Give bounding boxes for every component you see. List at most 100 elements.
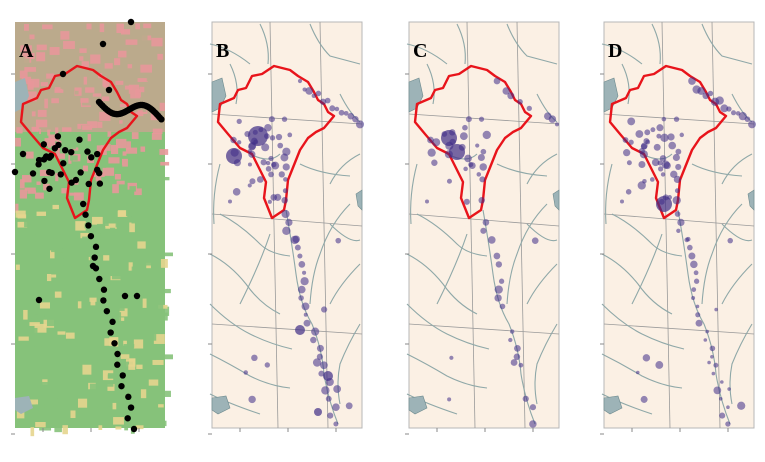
landcover-patch [87, 236, 98, 242]
sample-point [513, 353, 521, 361]
sample-point [705, 329, 709, 334]
landcover-patch [112, 402, 117, 410]
landcover-patch [97, 403, 109, 411]
landcover-patch [61, 188, 68, 194]
landcover-marker [57, 171, 64, 178]
sample-point [690, 260, 698, 269]
landcover-patch [92, 407, 101, 412]
sample-point [243, 370, 248, 375]
sample-point [325, 395, 332, 402]
sample-point [684, 237, 690, 243]
landcover-marker [85, 180, 92, 188]
sample-point [697, 87, 706, 95]
landcover-patch [104, 144, 111, 151]
sample-point [710, 355, 714, 359]
sample-point [355, 120, 365, 129]
sample-point [494, 294, 502, 302]
sample-point [677, 218, 685, 227]
landcover-patch [140, 232, 147, 241]
river-line [601, 353, 683, 389]
sample-point [311, 327, 320, 336]
landcover-patch [54, 341, 65, 346]
landcover-patch [30, 427, 35, 437]
landcover-patch [37, 258, 42, 267]
sample-point [251, 354, 258, 362]
landcover-patch [87, 134, 92, 142]
landcover-patch [97, 223, 105, 234]
sample-point [510, 359, 518, 366]
landcover-patch [100, 132, 112, 138]
landcover-marker [133, 292, 141, 300]
sample-point [247, 183, 252, 188]
sample-point [674, 211, 681, 217]
landcover-marker [35, 296, 43, 304]
landcover-marker [107, 329, 114, 336]
sample-point [463, 198, 470, 205]
landcover-patch [142, 143, 151, 153]
landcover-patch [86, 354, 98, 363]
landcover-patch [89, 341, 100, 350]
landcover-marker [124, 415, 131, 422]
sample-point [649, 177, 655, 182]
landcover-marker [92, 243, 100, 251]
landcover-patch [107, 374, 117, 379]
sample-point [300, 277, 309, 286]
landcover-patch [117, 394, 129, 402]
sample-point [268, 171, 274, 178]
river-line [209, 43, 251, 65]
landcover-patch [15, 264, 20, 270]
landcover-patch [95, 176, 102, 182]
landcover-patch [125, 209, 136, 217]
lake [747, 189, 755, 211]
landcover-patch [124, 422, 129, 431]
landcover-marker [40, 141, 48, 148]
sample-point [529, 404, 537, 411]
landcover-patch [50, 406, 54, 415]
landcover-patch [16, 410, 25, 419]
landcover-patch [152, 359, 164, 365]
sample-point [290, 235, 299, 245]
sample-point [248, 395, 256, 404]
sample-point [657, 160, 663, 166]
landcover-patch [117, 210, 128, 217]
landcover-patch [98, 425, 103, 430]
map-a-canvas [11, 18, 173, 437]
landcover-patch [109, 227, 116, 238]
landcover-patch [107, 417, 115, 425]
sample-point [672, 196, 681, 205]
landcover-marker [96, 180, 104, 187]
sample-point [659, 155, 667, 162]
sample-point [268, 155, 274, 162]
sample-point [625, 189, 632, 195]
river-line [339, 93, 361, 123]
sample-point [310, 336, 317, 344]
river-line [601, 253, 673, 315]
sample-point [447, 397, 452, 402]
sample-point [642, 354, 651, 362]
sample-point [660, 172, 666, 177]
landcover-patch [158, 404, 164, 408]
landcover-patch [99, 191, 107, 200]
sample-point [688, 252, 696, 260]
river-line [721, 153, 753, 185]
landcover-patch [126, 141, 131, 150]
sample-point [478, 116, 485, 122]
landcover-patch [27, 405, 39, 411]
landcover-patch [55, 347, 62, 352]
landcover-patch [29, 399, 39, 405]
sample-point-large [314, 408, 322, 416]
landcover-patch [66, 344, 75, 349]
landcover-patch [43, 183, 50, 191]
river-line [406, 303, 490, 350]
landcover-patch [112, 184, 119, 194]
landcover-patch [31, 314, 38, 319]
landcover-patch [160, 259, 168, 268]
sample-point [261, 143, 270, 152]
lake [603, 395, 623, 415]
landcover-marker [91, 254, 98, 261]
sample-point [638, 161, 646, 169]
landcover-patch [35, 404, 45, 408]
landcover-patch [46, 273, 52, 282]
landcover-patch [29, 322, 40, 326]
landcover-patch [82, 165, 88, 172]
